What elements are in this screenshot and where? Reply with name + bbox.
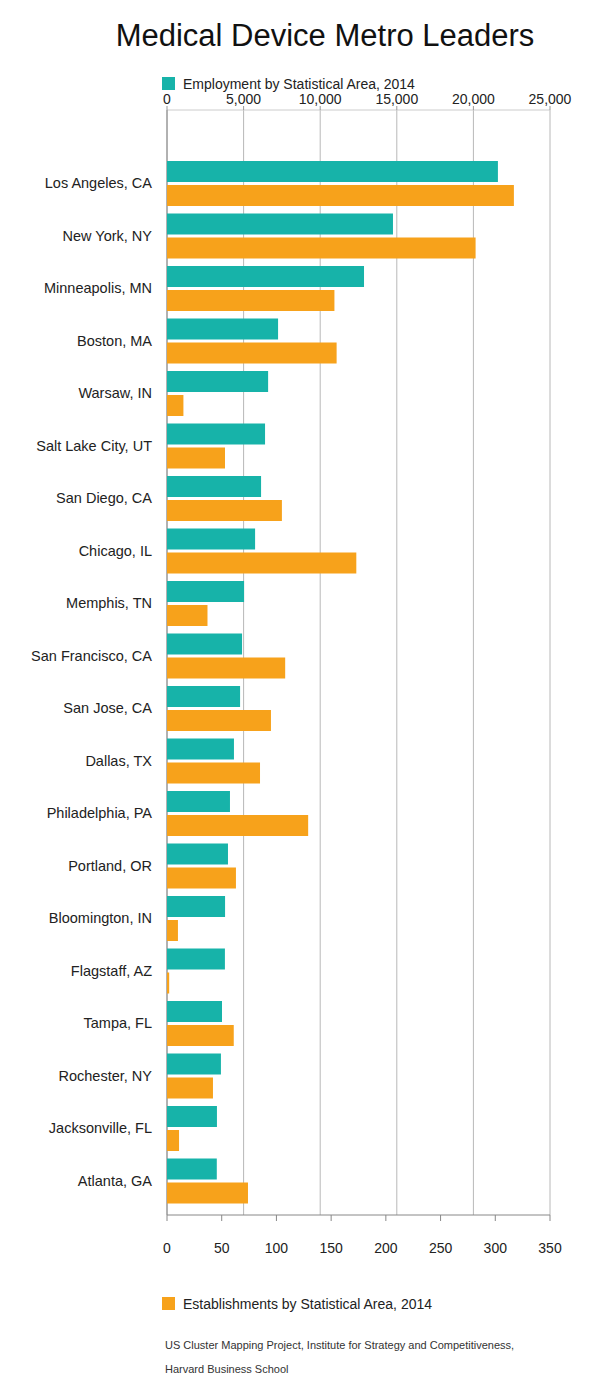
bar	[167, 448, 225, 469]
bar	[167, 371, 268, 392]
bar	[167, 815, 308, 836]
tick-label: 25,000	[529, 91, 572, 107]
legend-swatch	[162, 77, 175, 90]
bar	[167, 343, 337, 364]
category-label: Chicago, IL	[79, 543, 152, 559]
category-label: Bloomington, IN	[49, 910, 152, 926]
chart: Medical Device Metro Leaders Employment b…	[0, 0, 600, 1378]
bar	[167, 238, 476, 259]
bar	[167, 1183, 248, 1204]
bar	[167, 581, 244, 602]
bar	[167, 1054, 221, 1075]
bar	[167, 868, 236, 889]
category-label: Salt Lake City, UT	[36, 438, 152, 454]
tick-label: 5,000	[226, 91, 261, 107]
tick-label: 10,000	[299, 91, 342, 107]
category-label: San Francisco, CA	[31, 648, 152, 664]
tick-label: 300	[484, 1240, 508, 1256]
bar	[167, 791, 230, 812]
category-label: Warsaw, IN	[78, 385, 152, 401]
bar	[167, 161, 498, 182]
grid-line	[473, 110, 474, 1215]
category-label: New York, NY	[63, 228, 153, 244]
bar	[167, 319, 278, 340]
bottom-axis-line	[167, 1215, 550, 1216]
category-label: Flagstaff, AZ	[71, 963, 152, 979]
bar	[167, 658, 285, 679]
bar	[167, 214, 393, 235]
bar	[167, 500, 282, 521]
bar	[167, 1078, 213, 1099]
tick-label: 150	[319, 1240, 343, 1256]
bar	[167, 476, 261, 497]
legend-label: Employment by Statistical Area, 2014	[183, 76, 415, 92]
bar	[167, 1130, 179, 1151]
category-label: Jacksonville, FL	[49, 1120, 152, 1136]
tick-label: 350	[538, 1240, 562, 1256]
tick-label: 0	[163, 1240, 171, 1256]
bar	[167, 686, 240, 707]
tick-mark	[440, 1215, 441, 1221]
category-label: Atlanta, GA	[78, 1173, 152, 1189]
category-label: Los Angeles, CA	[45, 175, 153, 191]
tick-label: 0	[163, 91, 171, 107]
tick-label: 15,000	[375, 91, 418, 107]
bar	[167, 949, 225, 970]
tick-mark	[221, 1215, 222, 1221]
bar	[167, 844, 228, 865]
category-label: Dallas, TX	[85, 753, 152, 769]
bar	[167, 896, 225, 917]
bar	[167, 290, 334, 311]
category-label: Boston, MA	[77, 333, 152, 349]
bar	[167, 710, 271, 731]
bar	[167, 1025, 234, 1046]
category-label: San Diego, CA	[56, 490, 152, 506]
bars	[167, 161, 514, 1204]
bar	[167, 973, 169, 994]
top-axis-line	[167, 110, 550, 111]
source-note: Harvard Business School	[165, 1363, 289, 1375]
tick-mark	[385, 1215, 386, 1221]
category-label: Philadelphia, PA	[47, 805, 153, 821]
grid-line	[396, 110, 397, 1215]
tick-label: 250	[429, 1240, 453, 1256]
category-label: Tampa, FL	[84, 1015, 153, 1031]
tick-label: 100	[265, 1240, 289, 1256]
tick-mark	[276, 1215, 277, 1221]
bar	[167, 739, 234, 760]
legend-swatch	[162, 1297, 175, 1310]
category-label: San Jose, CA	[63, 700, 152, 716]
category-label: Portland, OR	[68, 858, 152, 874]
bar	[167, 605, 207, 626]
title: Medical Device Metro Leaders	[116, 18, 535, 53]
bar	[167, 529, 255, 550]
tick-mark	[495, 1215, 496, 1221]
tick-mark	[550, 1215, 551, 1221]
bar	[167, 634, 242, 655]
bar	[167, 920, 178, 941]
bar	[167, 1159, 217, 1180]
bar	[167, 185, 514, 206]
bar	[167, 763, 260, 784]
category-label: Memphis, TN	[66, 595, 152, 611]
bar	[167, 266, 364, 287]
source-note: US Cluster Mapping Project, Institute fo…	[165, 1339, 514, 1351]
bar	[167, 553, 356, 574]
bar	[167, 1106, 217, 1127]
tick-label: 20,000	[452, 91, 495, 107]
legend-label: Establishments by Statistical Area, 2014	[183, 1296, 432, 1312]
bar	[167, 1001, 222, 1022]
bar	[167, 395, 183, 416]
tick-label: 50	[214, 1240, 230, 1256]
category-label: Rochester, NY	[59, 1068, 153, 1084]
grid-line	[550, 110, 551, 1215]
tick-mark	[167, 1215, 168, 1221]
category-label: Minneapolis, MN	[44, 280, 152, 296]
tick-label: 200	[374, 1240, 398, 1256]
bar	[167, 424, 265, 445]
tick-mark	[331, 1215, 332, 1221]
